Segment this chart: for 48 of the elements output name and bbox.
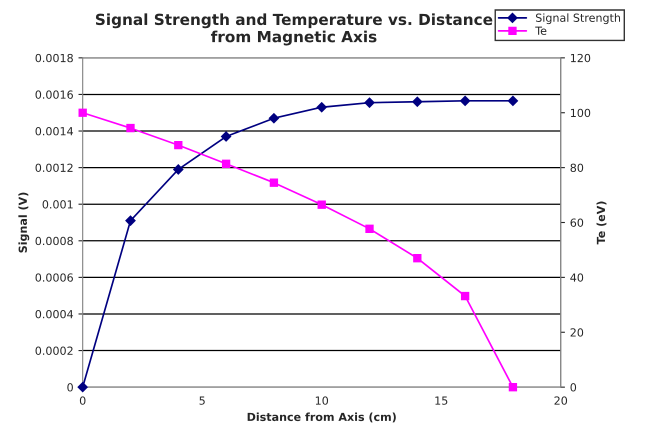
y-tick-label: 0.0016 xyxy=(36,90,73,99)
point xyxy=(78,382,88,392)
point xyxy=(365,224,374,233)
point xyxy=(460,96,470,106)
point xyxy=(413,254,422,262)
point xyxy=(173,164,184,175)
x-tick-label: 15 xyxy=(435,396,448,405)
y-tick-label: 0.0012 xyxy=(36,164,73,172)
y2-tick-label: 0 xyxy=(570,383,576,392)
x-axis-title: Distance from Axis (cm) xyxy=(248,412,396,422)
legend-label: Signal Strength xyxy=(536,13,620,24)
point xyxy=(268,113,280,124)
chart-title: Signal Strength and Temperature vs. Distance from Magnetic Axis xyxy=(96,13,492,46)
y2-tick-label: 20 xyxy=(570,328,584,337)
point xyxy=(126,124,135,132)
y2-tick-label: 120 xyxy=(570,54,590,62)
point xyxy=(78,108,87,117)
y-tick-label: 0.0002 xyxy=(36,346,73,355)
y2-tick-label: 40 xyxy=(570,273,584,282)
y-tick-label: 0 xyxy=(67,383,73,392)
y-axis-title: Signal (V) xyxy=(18,192,30,253)
point xyxy=(460,292,470,300)
y2-axis-title: Te (eV) xyxy=(596,202,606,244)
y2-tick-label: 100 xyxy=(570,108,590,118)
point xyxy=(508,96,518,106)
point xyxy=(364,98,375,108)
point xyxy=(316,102,327,112)
x-tick-label: 10 xyxy=(316,396,328,405)
x-tick-label: 0 xyxy=(80,396,86,405)
legend-label: Te xyxy=(535,26,546,35)
point xyxy=(508,382,518,392)
y-tick-label: 0.0014 xyxy=(36,127,74,136)
point xyxy=(174,140,182,150)
y-tick-label: 0.001 xyxy=(42,200,73,209)
y-tick-label: 0.0018 xyxy=(36,54,73,62)
point xyxy=(220,131,232,142)
point xyxy=(125,216,136,226)
point xyxy=(412,96,422,107)
y-tick-label: 0.0004 xyxy=(36,310,74,318)
point xyxy=(270,178,278,187)
y-tick-label: 0.0008 xyxy=(36,236,73,246)
y2-tick-label: 80 xyxy=(570,164,584,172)
point xyxy=(222,160,230,168)
x-tick-label: 5 xyxy=(200,396,205,405)
y-tick-label: 0.0006 xyxy=(36,273,73,282)
x-tick-label: 20 xyxy=(554,396,568,405)
y2-tick-label: 60 xyxy=(570,218,584,227)
point xyxy=(318,200,326,209)
